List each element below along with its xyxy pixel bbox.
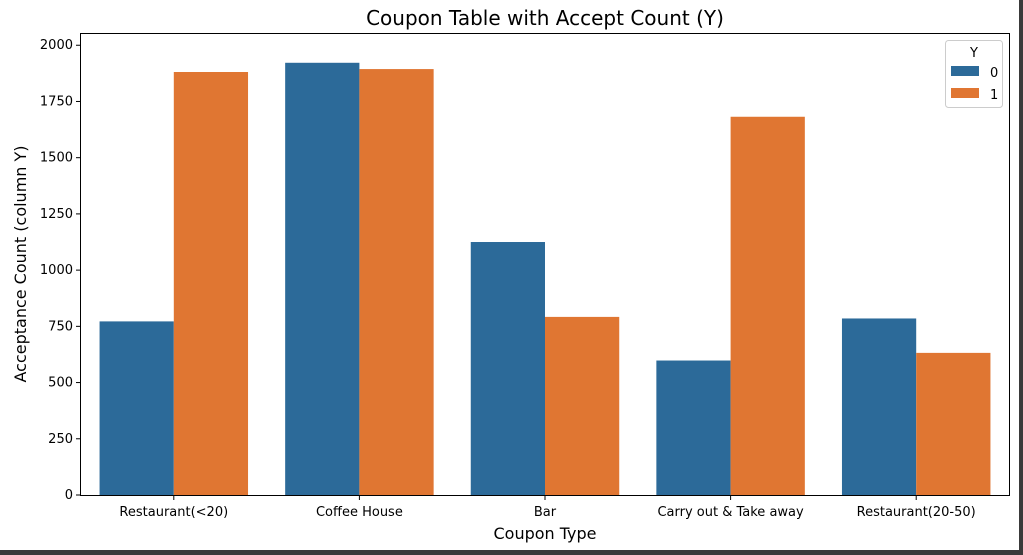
y-tick-label: 0 (65, 488, 73, 503)
legend-label-1: 1 (990, 88, 998, 103)
y-tick-label: 1500 (40, 151, 73, 166)
bar-series-0-4 (841, 318, 917, 495)
plot-area-frame (80, 33, 1010, 496)
chart-title: Coupon Table with Accept Count (Y) (366, 6, 724, 30)
x-axis-label: Coupon Type (493, 524, 596, 543)
bar-series-1-1 (359, 69, 434, 495)
bar-series-1-3 (730, 116, 805, 495)
x-tick-label: Carry out & Take away (657, 505, 804, 520)
x-tick-label: Coffee House (316, 505, 403, 520)
legend-swatch-1 (951, 88, 979, 98)
x-tick-label: Restaurant(20-50) (857, 505, 976, 520)
bar-series-0-1 (285, 62, 360, 495)
bar-series-0-3 (656, 360, 731, 495)
y-tick-label: 750 (48, 319, 73, 334)
bar-series-0-0 (99, 321, 174, 495)
y-tick-label: 1750 (40, 94, 73, 109)
y-tick-label: 500 (48, 376, 73, 391)
y-tick-label: 1250 (40, 207, 73, 222)
bar-series-0-2 (470, 242, 545, 495)
y-axis-label: Acceptance Count (column Y) (11, 145, 30, 382)
bar-series-1-0 (173, 72, 249, 495)
legend-swatch-0 (951, 66, 979, 76)
y-tick-label: 1000 (40, 263, 73, 278)
y-tick-label: 250 (48, 432, 73, 447)
bar-series-1-2 (545, 316, 620, 495)
bars (99, 62, 991, 495)
x-axis-ticks: Restaurant(<20) Coffee House Bar Carry out … (119, 495, 976, 520)
bar-series-1-4 (916, 352, 991, 495)
y-tick-label: 2000 (40, 38, 73, 53)
legend: Y 0 1 (945, 40, 1003, 108)
legend-title: Y (969, 46, 978, 61)
x-tick-label: Bar (534, 505, 557, 520)
x-tick-label: Restaurant(<20) (119, 505, 228, 520)
y-axis-ticks: 0 250 500 750 1000 1250 1500 1750 2000 (40, 38, 81, 503)
legend-label-0: 0 (990, 66, 998, 81)
